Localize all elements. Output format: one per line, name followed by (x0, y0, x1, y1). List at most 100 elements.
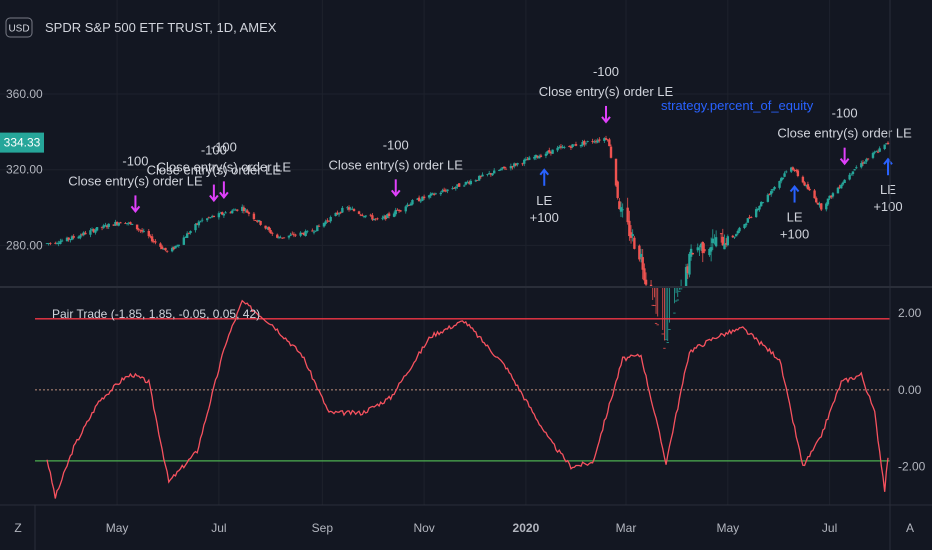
indicator-tick-label: 0.00 (898, 383, 922, 397)
candle-body (357, 211, 361, 214)
price-grid (0, 93, 890, 246)
candle-body (80, 234, 84, 236)
candle-body (217, 213, 221, 218)
currency-button[interactable]: USD (5, 17, 33, 38)
candle-body (130, 223, 134, 225)
candle-body (738, 227, 741, 232)
indicator-label: Pair Trade (-1.85, 1.85, -0.05, 0.05, 42… (52, 307, 260, 321)
candle-body (516, 163, 519, 165)
candle-body (616, 181, 619, 198)
candle-body (559, 146, 563, 148)
candle-body (341, 207, 344, 213)
candle-body (841, 182, 845, 185)
candle-body (221, 212, 224, 215)
candle-body (386, 214, 389, 219)
candle-body (781, 177, 785, 179)
candle-body (222, 213, 226, 216)
candle-body (374, 218, 377, 220)
candle-body (306, 230, 309, 232)
candle-body (456, 184, 459, 187)
auto-scale-button[interactable]: A (906, 521, 914, 535)
candle-body (679, 288, 683, 290)
candle-body (152, 241, 155, 242)
price-axis[interactable]: 360.00 320.00 280.00 (6, 87, 43, 252)
candle-body (172, 247, 176, 250)
candle-body (269, 229, 272, 234)
candle-body (326, 220, 329, 222)
candle-body (359, 214, 362, 216)
candle-body (661, 333, 664, 335)
candle-body (407, 205, 411, 206)
candle-body (481, 174, 484, 177)
candle-body (65, 237, 69, 242)
time-axis[interactable]: May Jul Sep Nov 2020 Mar May Jul (106, 521, 838, 535)
candle-body (392, 213, 396, 217)
candle-body (885, 143, 888, 145)
candle-body (533, 157, 536, 159)
candle-body (432, 194, 436, 195)
exit-qty-label: -100 (383, 137, 409, 152)
candle-body (466, 181, 469, 183)
price-tick-label: 280.00 (6, 238, 43, 252)
candle-body (866, 158, 870, 160)
candle-body (125, 223, 129, 224)
candle-body (312, 231, 316, 233)
candle-body (701, 241, 704, 254)
candle-body (604, 138, 608, 140)
candle-body (673, 312, 676, 314)
entry-order-label: LE (880, 182, 896, 197)
candle-body (861, 162, 865, 164)
candle-body (574, 144, 578, 146)
candle-body (474, 180, 478, 182)
candle-body (369, 214, 372, 216)
candle-body (758, 205, 761, 210)
candle-body (606, 139, 609, 141)
candle-body (160, 246, 164, 250)
time-axis-label: May (716, 521, 739, 535)
candle-body (593, 141, 596, 143)
candle-body (666, 342, 669, 344)
candle-body (224, 212, 227, 214)
candle-body (381, 217, 384, 219)
indicator-axis[interactable]: 2.00 0.00 -2.00 (898, 306, 926, 474)
exit-order-label: Close entry(s) order LE (777, 126, 912, 141)
candle-body (397, 209, 401, 211)
entry-qty-label: +100 (780, 227, 809, 242)
candle-body (790, 167, 793, 172)
candle-body (117, 222, 120, 226)
candle-body (114, 221, 117, 226)
candle-body (743, 224, 746, 229)
candle-body (676, 299, 679, 301)
candle-body (334, 212, 337, 217)
candle-body (107, 223, 110, 227)
candle-body (467, 182, 471, 184)
candle-body (534, 154, 538, 158)
candle-body (159, 243, 162, 247)
entry-arrow-head (789, 184, 800, 193)
candle-body (668, 328, 671, 330)
candle-body (791, 167, 795, 170)
candle-body (523, 159, 526, 164)
candle-body (795, 169, 798, 172)
candle-body (469, 180, 473, 185)
candle-body (291, 233, 294, 235)
candle-body (850, 173, 853, 175)
candle-body (883, 144, 886, 149)
candle-body (878, 148, 881, 152)
candle-body (199, 221, 202, 223)
candle-body (371, 215, 374, 220)
candle-body (771, 189, 775, 191)
candle-body (528, 157, 531, 160)
candle-body (69, 239, 72, 241)
candle-body (719, 233, 723, 235)
candle-body (77, 236, 80, 239)
candle-body (431, 193, 434, 194)
entry-qty-label: +100 (530, 210, 559, 225)
candle-body (416, 198, 419, 200)
candle-body (67, 237, 70, 240)
candle-body (816, 203, 820, 205)
candle-body (783, 173, 786, 177)
candle-body (464, 181, 468, 185)
candle-body (302, 233, 306, 235)
zoom-left-button[interactable]: Z (14, 521, 21, 535)
